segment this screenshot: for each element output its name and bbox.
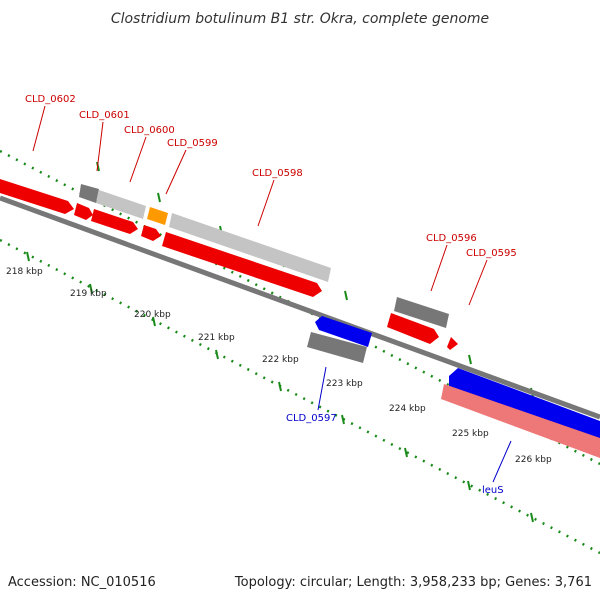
accession-text: Accession: NC_010516 [8,575,156,590]
kbp-label: 219 kbp [70,289,107,299]
topology-text: Topology: circular; Length: 3,958,233 bp… [234,575,592,590]
kbp-label: 224 kbp [389,404,426,414]
cds-forward-3[interactable] [91,209,138,234]
gene-CLD_0596[interactable] [394,297,449,328]
kbp-label: 225 kbp [452,429,489,439]
gene-label-CLD_0598[interactable]: CLD_0598 [252,168,303,179]
kbp-label: 222 kbp [262,355,299,365]
cds-forward-4[interactable] [141,225,161,241]
gene-label-CLD_0595[interactable]: CLD_0595 [466,248,517,259]
kbp-label: 226 kbp [515,455,552,465]
gene-CLD_0598[interactable] [169,213,331,282]
cds-forward-7[interactable] [447,337,458,350]
kbp-label: 223 kbp [326,379,363,389]
gene-CLD_0599[interactable] [147,207,168,225]
kbp-label: 218 kbp [6,267,43,277]
gene-CLD_0597[interactable] [307,332,367,363]
gene-label-CLD_0596[interactable]: CLD_0596 [426,233,477,244]
map-title: Clostridium botulinum B1 str. Okra, comp… [111,11,489,27]
cds-forward-5[interactable] [162,232,322,297]
gene-label-leuS[interactable]: leuS [482,485,504,496]
cds-forward-2[interactable] [74,203,93,220]
gene-label-CLD_0597[interactable]: CLD_0597 [286,413,337,424]
label-leaders [32,105,512,483]
cds-reverse-leuS[interactable] [449,368,600,443]
kbp-label: 221 kbp [198,333,235,343]
gene-label-CLD_0599[interactable]: CLD_0599 [167,138,218,149]
gene-label-CLD_0601[interactable]: CLD_0601 [79,110,130,121]
lower-tick-row [0,238,600,555]
kbp-label: 220 kbp [134,310,171,320]
genome-backbone [0,195,600,420]
gene-label-CLD_0602[interactable]: CLD_0602 [25,94,76,105]
feature-pink[interactable] [441,384,600,458]
gene-label-CLD_0600[interactable]: CLD_0600 [124,125,175,136]
cds-forward-1[interactable] [0,179,74,214]
cds-reverse-CLD_0597[interactable] [315,316,372,347]
gene-CLD_0601[interactable] [79,184,99,203]
gene-CLD_0600[interactable] [96,190,146,219]
cds-forward-6[interactable] [387,313,439,344]
